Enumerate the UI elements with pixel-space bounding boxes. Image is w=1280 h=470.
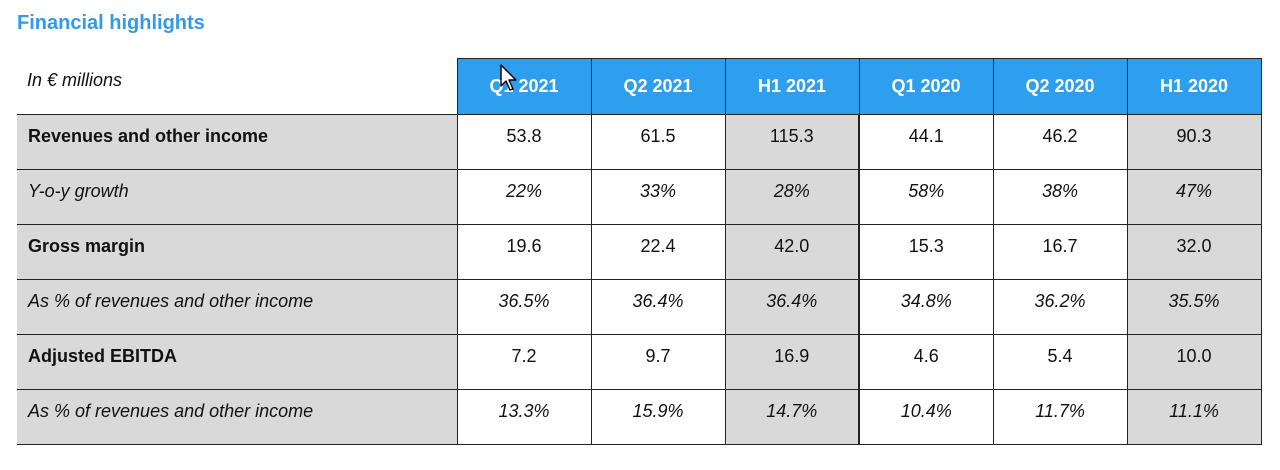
- table-cell: 19.6: [456, 224, 591, 280]
- table-cell: 53.8: [456, 114, 591, 170]
- table-cell: 7.2: [456, 334, 591, 390]
- table-cell: 61.5: [590, 114, 725, 170]
- table-cell: 38%: [992, 169, 1127, 225]
- row-label: Adjusted EBITDA: [17, 334, 457, 390]
- table-cell: 15.3: [858, 224, 993, 280]
- column-header-q1-2020: Q1 2020: [858, 58, 993, 115]
- page-title: Financial highlights: [17, 12, 205, 34]
- table-cell: 44.1: [858, 114, 993, 170]
- table-cell: 14.7%: [724, 389, 859, 445]
- table-row: As % of revenues and other income 13.3% …: [17, 389, 1262, 445]
- table-cell: 115.3: [724, 114, 859, 170]
- table-cell: 22%: [456, 169, 591, 225]
- table-cell: 32.0: [1126, 224, 1262, 280]
- table-cell: 36.5%: [456, 279, 591, 335]
- table-cell: 16.7: [992, 224, 1127, 280]
- table-row: Revenues and other income 53.8 61.5 115.…: [17, 114, 1262, 170]
- table-cell: 11.7%: [992, 389, 1127, 445]
- column-header-h1-2021: H1 2021: [724, 58, 859, 115]
- row-label: Gross margin: [17, 224, 457, 280]
- column-header-q1-2021: Q1 2021: [456, 58, 591, 115]
- table-header-row: In € millions Q1 2021 Q2 2021 H1 2021 Q1…: [17, 58, 1262, 115]
- table-row: As % of revenues and other income 36.5% …: [17, 279, 1262, 335]
- unit-label: In € millions: [17, 58, 457, 115]
- table-cell: 16.9: [724, 334, 859, 390]
- table-cell: 90.3: [1126, 114, 1262, 170]
- table-cell: 10.4%: [858, 389, 993, 445]
- table-cell: 28%: [724, 169, 859, 225]
- table-cell: 35.5%: [1126, 279, 1262, 335]
- table-cell: 36.4%: [724, 279, 859, 335]
- row-label: As % of revenues and other income: [17, 389, 457, 445]
- column-header-q2-2021: Q2 2021: [590, 58, 725, 115]
- table-row: Adjusted EBITDA 7.2 9.7 16.9 4.6 5.4 10.…: [17, 334, 1262, 390]
- column-header-q2-2020: Q2 2020: [992, 58, 1127, 115]
- table-cell: 36.4%: [590, 279, 725, 335]
- row-label: Y-o-y growth: [17, 169, 457, 225]
- table-cell: 47%: [1126, 169, 1262, 225]
- table-cell: 46.2: [992, 114, 1127, 170]
- table-cell: 4.6: [858, 334, 993, 390]
- table-cell: 9.7: [590, 334, 725, 390]
- table-row: Gross margin 19.6 22.4 42.0 15.3 16.7 32…: [17, 224, 1262, 280]
- table-cell: 5.4: [992, 334, 1127, 390]
- table-cell: 22.4: [590, 224, 725, 280]
- table-cell: 13.3%: [456, 389, 591, 445]
- mouse-pointer-icon: [500, 64, 517, 91]
- table-row: Y-o-y growth 22% 33% 28% 58% 38% 47%: [17, 169, 1262, 225]
- table-cell: 15.9%: [590, 389, 725, 445]
- column-header-h1-2020: H1 2020: [1126, 58, 1262, 115]
- table-cell: 11.1%: [1126, 389, 1262, 445]
- table-cell: 33%: [590, 169, 725, 225]
- table-cell: 58%: [858, 169, 993, 225]
- row-label: As % of revenues and other income: [17, 279, 457, 335]
- table-cell: 10.0: [1126, 334, 1262, 390]
- table-cell: 36.2%: [992, 279, 1127, 335]
- table-cell: 34.8%: [858, 279, 993, 335]
- row-label: Revenues and other income: [17, 114, 457, 170]
- table-cell: 42.0: [724, 224, 859, 280]
- financial-highlights-table: In € millions Q1 2021 Q2 2021 H1 2021 Q1…: [17, 58, 1262, 445]
